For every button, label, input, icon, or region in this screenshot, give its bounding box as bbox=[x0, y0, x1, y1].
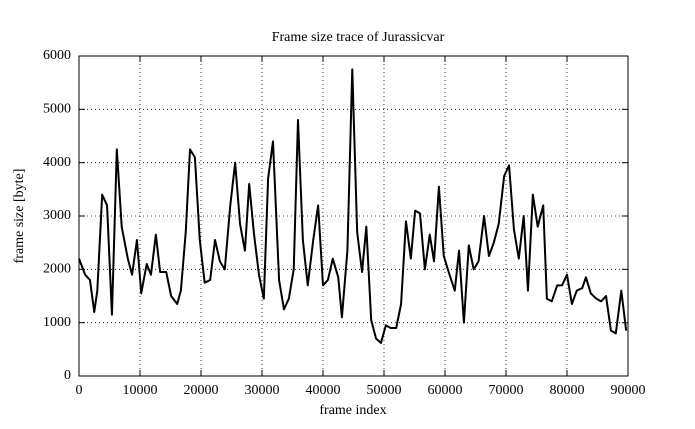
x-tick-label: 60000 bbox=[428, 383, 463, 398]
x-tick-label: 50000 bbox=[367, 383, 402, 398]
x-tick-label: 30000 bbox=[245, 383, 280, 398]
x-tick-label: 10000 bbox=[123, 383, 158, 398]
x-tick-label: 70000 bbox=[489, 383, 524, 398]
x-tick-label: 80000 bbox=[550, 383, 585, 398]
y-tick-label: 5000 bbox=[43, 102, 71, 117]
y-tick-label: 3000 bbox=[43, 208, 71, 223]
x-tick-label: 0 bbox=[76, 383, 83, 398]
y-tick-label: 2000 bbox=[43, 262, 71, 277]
x-axis-label: frame index bbox=[319, 403, 386, 418]
x-tick-label: 90000 bbox=[611, 383, 646, 398]
y-tick-label: 4000 bbox=[43, 155, 71, 170]
y-tick-label: 0 bbox=[64, 368, 71, 383]
x-tick-label: 40000 bbox=[306, 383, 341, 398]
plot-frame bbox=[78, 55, 629, 377]
y-axis-label: frame size [byte] bbox=[12, 169, 27, 264]
chart-title: Frame size trace of Jurassicvar bbox=[272, 30, 445, 45]
y-tick-label: 6000 bbox=[43, 48, 71, 63]
x-tick-label: 20000 bbox=[184, 383, 219, 398]
data-line bbox=[78, 68, 628, 344]
y-tick-label: 1000 bbox=[43, 315, 71, 330]
